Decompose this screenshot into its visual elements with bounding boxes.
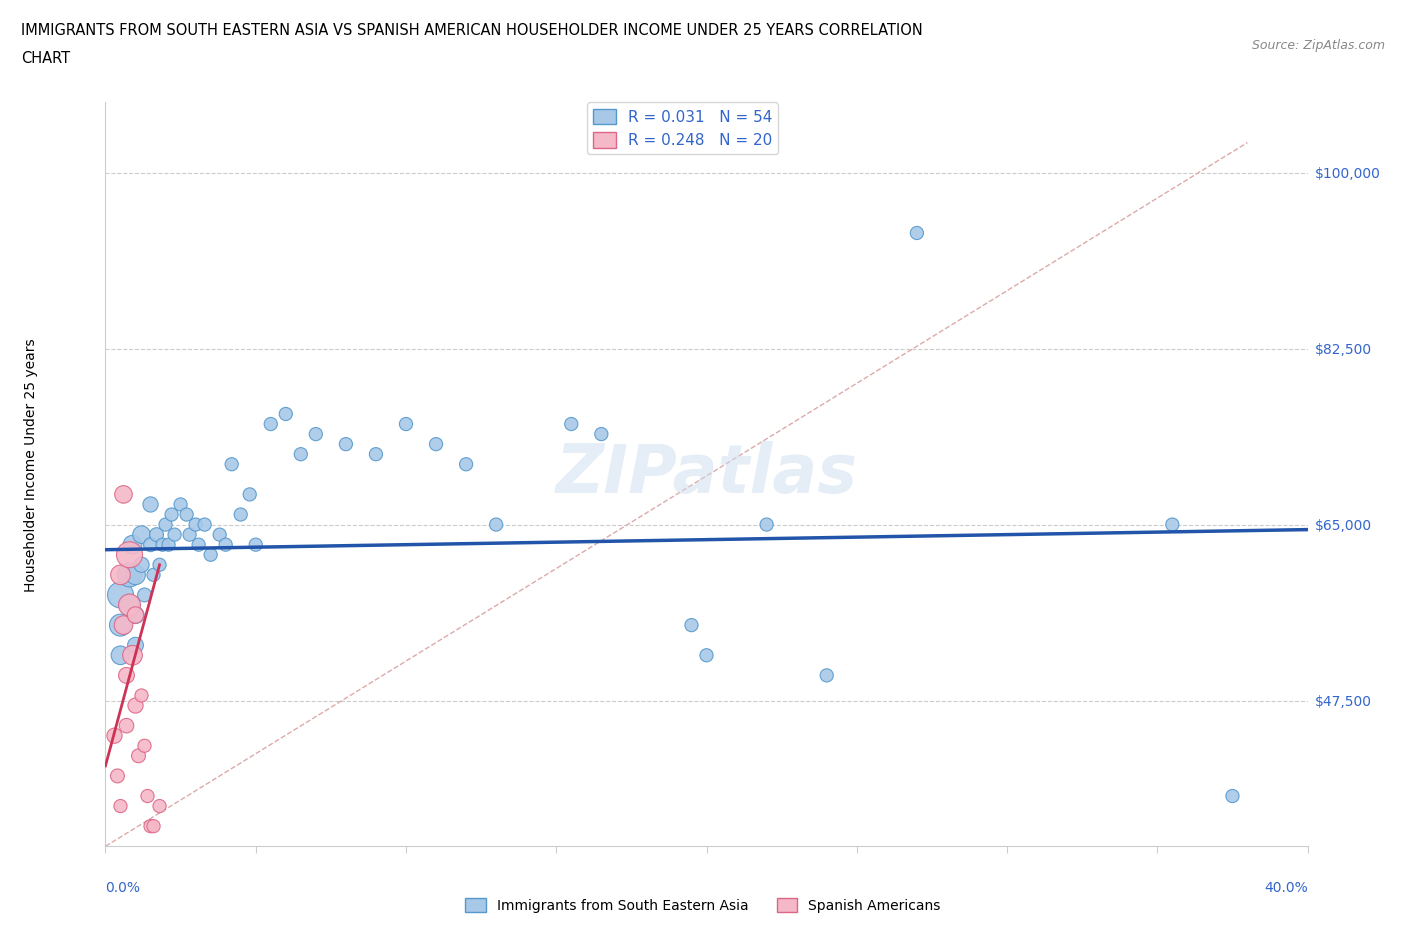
Point [187,538,209,552]
Text: ZIPatlas: ZIPatlas [555,442,858,507]
Point [395,417,418,432]
Point [148,557,170,572]
Point [112,618,135,632]
Point [1161,517,1184,532]
Text: Householder Income Under 25 years: Householder Income Under 25 years [24,339,38,591]
Point [176,507,198,522]
Point [142,818,165,833]
Point [124,698,146,713]
Point [229,507,252,522]
Point [815,668,838,683]
Point [124,567,146,582]
Point [118,567,141,582]
Point [179,527,201,542]
Point [157,538,180,552]
Point [139,818,162,833]
Point [221,457,243,472]
Point [124,607,146,622]
Point [118,598,141,613]
Point [260,417,283,432]
Point [160,507,183,522]
Point [425,437,447,452]
Point [124,607,146,622]
Point [200,547,222,562]
Legend: R = 0.031   N = 54, R = 0.248   N = 20: R = 0.031 N = 54, R = 0.248 N = 20 [586,102,779,154]
Point [755,517,778,532]
Point [163,527,186,542]
Point [128,749,150,764]
Point [142,567,165,582]
Text: Source: ZipAtlas.com: Source: ZipAtlas.com [1251,39,1385,52]
Point [110,618,132,632]
Point [139,497,162,512]
Point [131,557,153,572]
Point [110,799,132,814]
Point [194,517,217,532]
Point [103,728,125,743]
Point [591,427,613,442]
Point [112,487,135,502]
Point [121,538,143,552]
Point [110,588,132,603]
Point [485,517,508,532]
Point [110,648,132,663]
Point [214,538,236,552]
Point [208,527,231,542]
Point [121,648,143,663]
Point [134,738,156,753]
Point [184,517,207,532]
Point [148,799,170,814]
Point [274,406,297,421]
Point [1222,789,1244,804]
Point [169,497,191,512]
Text: 0.0%: 0.0% [105,882,141,896]
Point [118,547,141,562]
Legend: Immigrants from South Eastern Asia, Spanish Americans: Immigrants from South Eastern Asia, Span… [460,893,946,919]
Point [290,446,312,461]
Point [124,638,146,653]
Point [239,487,262,502]
Text: IMMIGRANTS FROM SOUTH EASTERN ASIA VS SPANISH AMERICAN HOUSEHOLDER INCOME UNDER : IMMIGRANTS FROM SOUTH EASTERN ASIA VS SP… [21,23,922,38]
Point [118,598,141,613]
Point [335,437,357,452]
Point [155,517,177,532]
Text: CHART: CHART [21,51,70,66]
Point [305,427,328,442]
Point [681,618,703,632]
Point [905,226,928,241]
Point [696,648,718,663]
Point [139,538,162,552]
Point [115,668,138,683]
Point [110,567,132,582]
Point [107,768,129,783]
Point [136,789,159,804]
Point [245,538,267,552]
Point [134,588,156,603]
Point [131,527,153,542]
Point [560,417,582,432]
Point [131,688,153,703]
Point [145,527,167,542]
Point [364,446,387,461]
Text: 40.0%: 40.0% [1264,882,1308,896]
Point [115,718,138,733]
Point [152,538,174,552]
Point [454,457,477,472]
